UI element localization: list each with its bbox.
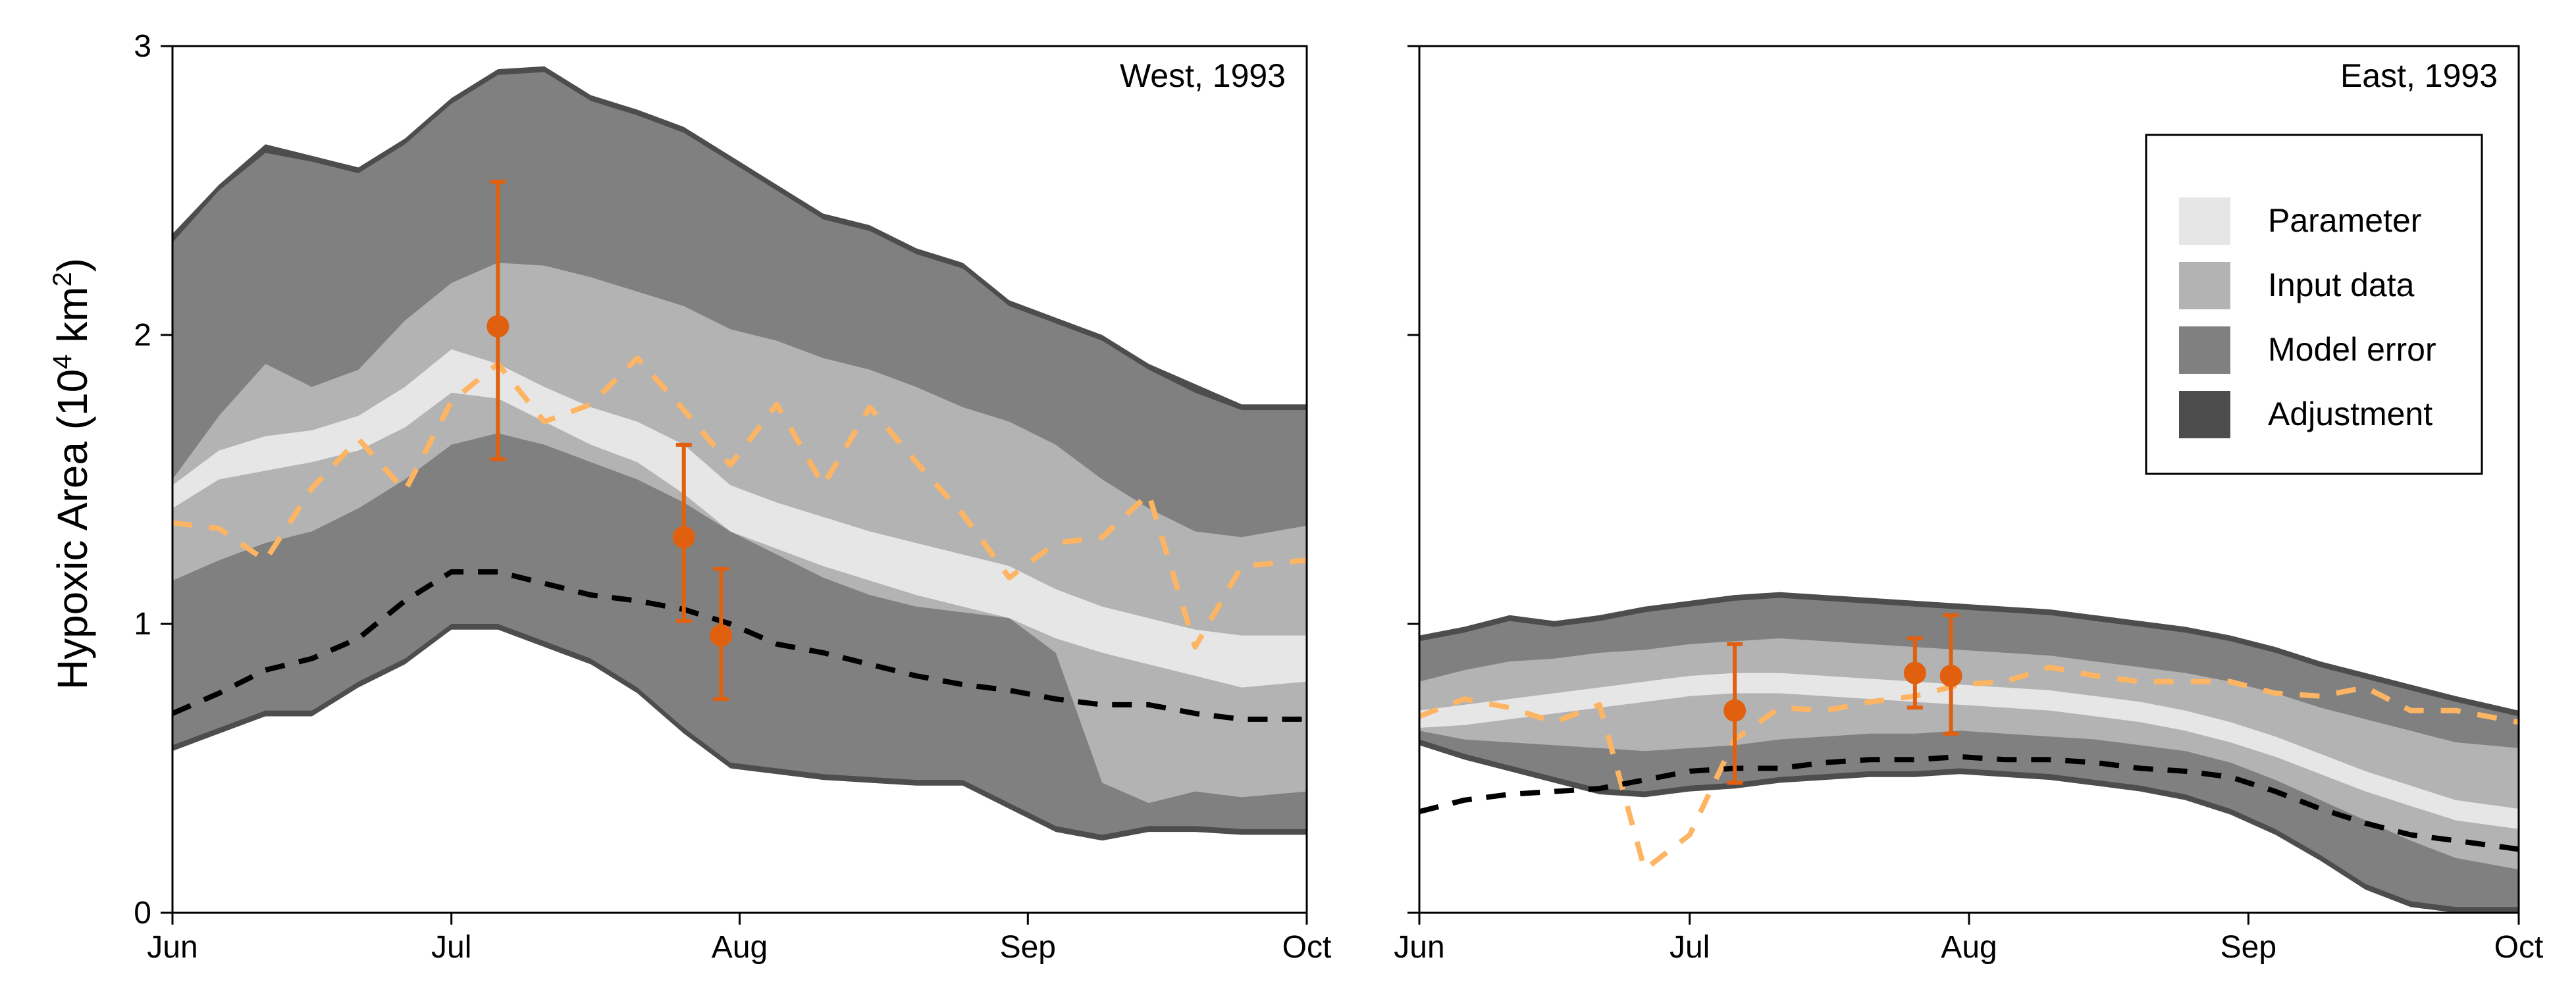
obs-point-0: [486, 315, 510, 338]
y-tick-label: 2: [134, 318, 151, 353]
legend-label: Adjustment: [2268, 396, 2432, 432]
obs-point-1: [1903, 661, 1926, 684]
panel-east: Jun Jul Aug Sep Oct East, 1993: [1394, 45, 2544, 965]
legend-swatch: [2179, 197, 2230, 245]
legend-swatch: [2179, 391, 2230, 438]
panel-label: West, 1993: [1120, 57, 1286, 94]
legend: Parameter Input data Model error Adjustment: [2145, 134, 2483, 475]
legend-swatch: [2179, 326, 2230, 374]
y-axis-label-end: ): [49, 258, 96, 272]
band-parameter: [1419, 673, 2519, 829]
obs-point-1: [672, 526, 695, 549]
x-tick-label: Aug: [712, 930, 768, 965]
legend-swatch: [2179, 262, 2230, 309]
x-tick-label: Jul: [431, 930, 471, 965]
series-black-dashed: [172, 569, 1307, 722]
x-tick-label: Sep: [2221, 930, 2276, 965]
y-axis-label: Hypoxic Area (104 km2): [48, 258, 96, 690]
series-orange-dashed: [172, 355, 1307, 650]
series-orange-dashed: [1419, 664, 2519, 873]
y-axis-label-exp2: 2: [48, 272, 77, 286]
x-tick-label: Oct: [2494, 930, 2544, 965]
obs-point-2: [710, 624, 733, 647]
series-black-dashed: [1419, 754, 2519, 852]
x-tick-label: Oct: [1282, 930, 1332, 965]
plot-area: [172, 66, 1307, 841]
panel-west: 0 1 2 3 Jun Jul Aug Sep Oct West, 1993: [134, 29, 1331, 965]
band-input-data: [1419, 638, 2519, 870]
x-tick-label: Jun: [147, 930, 197, 965]
x-tick-label: Sep: [1000, 930, 1056, 965]
y-tick-label: 0: [134, 896, 151, 931]
y-axis-label-mid: km: [49, 286, 96, 354]
legend-label: Parameter: [2268, 202, 2421, 239]
x-tick-label: Jun: [1394, 930, 1444, 965]
x-tick-label: Jul: [1669, 930, 1710, 965]
band-parameter: [172, 349, 1307, 688]
plot-area: [1419, 592, 2519, 913]
legend-label: Model error: [2268, 331, 2436, 368]
legend-label: Input data: [2268, 267, 2415, 303]
obs-point-0: [1723, 699, 1747, 722]
y-axis-label-exp1: 4: [48, 355, 77, 369]
x-tick-label: Aug: [1941, 930, 1997, 965]
panel-label: East, 1993: [2340, 57, 2498, 94]
y-axis-label-main: Hypoxic Area (10: [49, 369, 96, 690]
y-tick-label: 1: [134, 607, 151, 642]
y-tick-label: 3: [134, 29, 151, 64]
obs-point-2: [1939, 665, 1962, 688]
